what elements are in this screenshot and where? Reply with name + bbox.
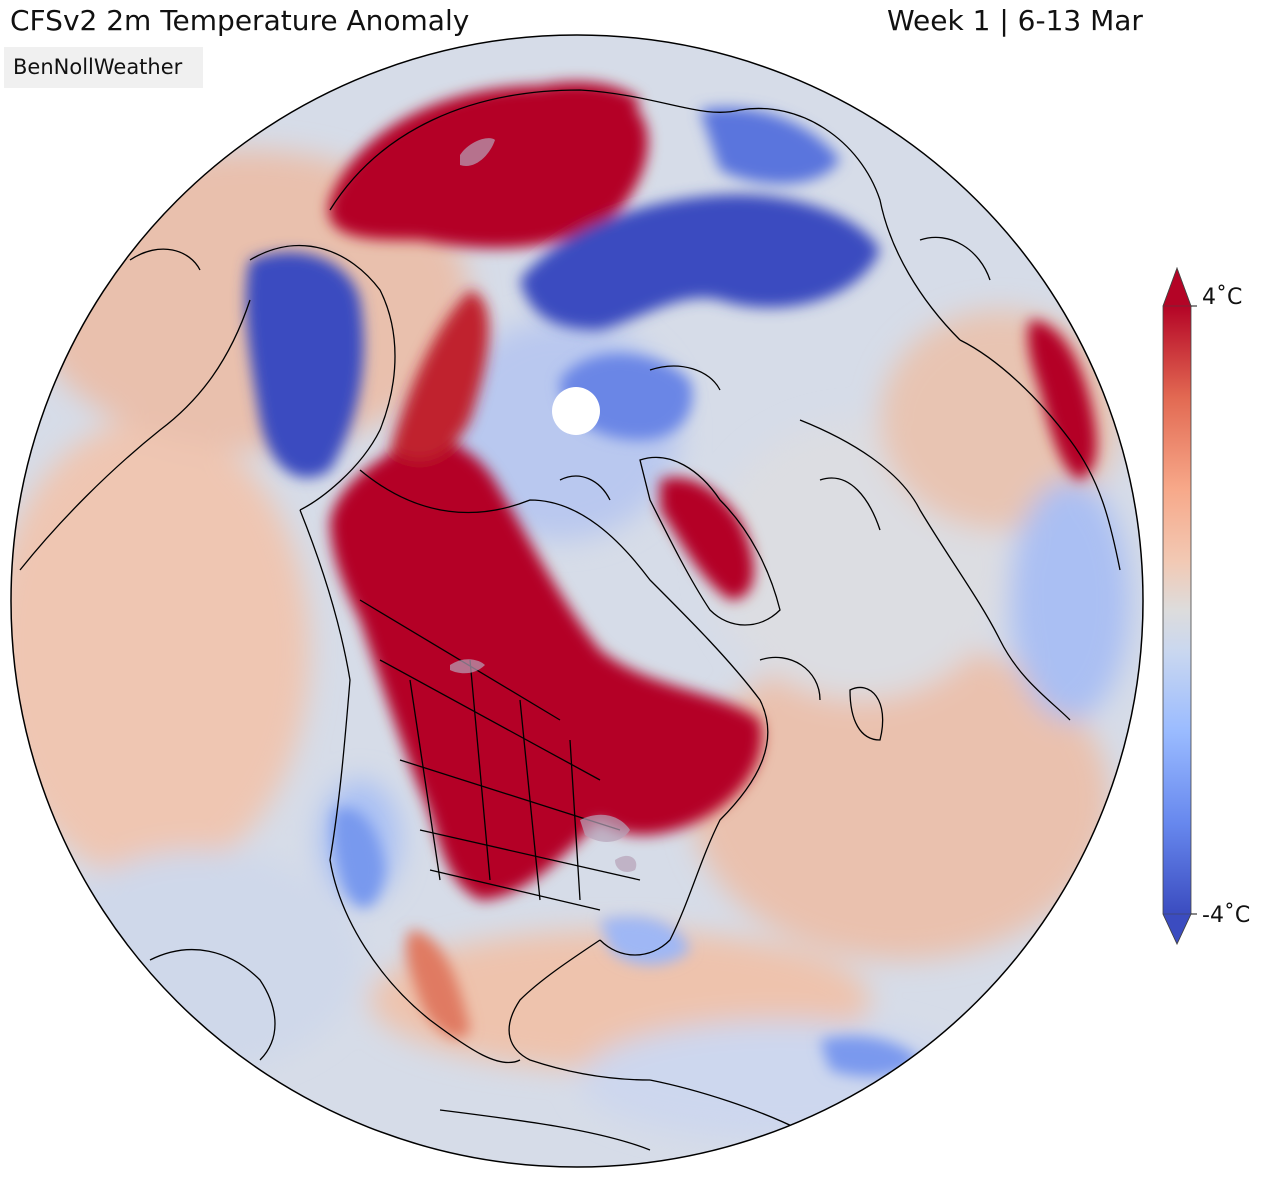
forecast-period: Week 1 | 6-13 Mar (887, 4, 1143, 37)
globe-disc (11, 35, 1143, 1167)
globe-outline (10, 34, 1144, 1168)
colorbar-max-label: 4˚C (1202, 285, 1243, 310)
page-title: CFSv2 2m Temperature Anomaly (10, 4, 470, 37)
colorbar-min-label: -4˚C (1202, 903, 1251, 928)
colorbar (1162, 266, 1197, 945)
credit-badge: BenNollWeather (4, 47, 203, 88)
